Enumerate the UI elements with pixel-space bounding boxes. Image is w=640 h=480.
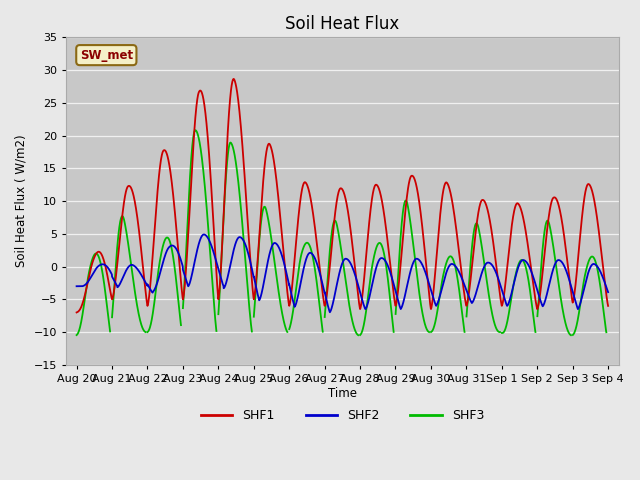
Y-axis label: Soil Heat Flux ( W/m2): Soil Heat Flux ( W/m2) [15, 135, 28, 267]
Text: SW_met: SW_met [80, 48, 133, 61]
Title: Soil Heat Flux: Soil Heat Flux [285, 15, 399, 33]
Legend: SHF1, SHF2, SHF3: SHF1, SHF2, SHF3 [196, 404, 489, 427]
X-axis label: Time: Time [328, 386, 357, 400]
